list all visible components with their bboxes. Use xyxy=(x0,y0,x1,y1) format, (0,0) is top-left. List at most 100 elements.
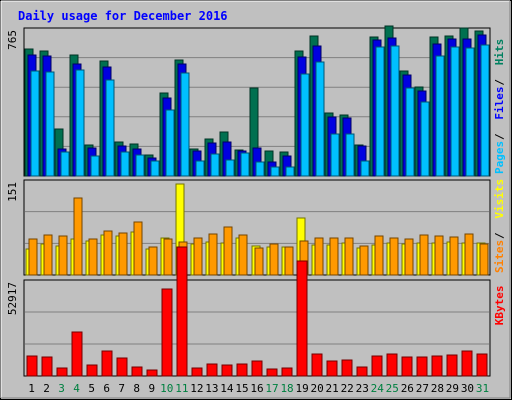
x-tick-label-day-27: 27 xyxy=(416,382,429,395)
panel-2-legend-item: / xyxy=(493,232,506,239)
bar-pages-day-23 xyxy=(360,160,370,177)
bar-pages-day-20 xyxy=(315,61,325,177)
x-tick-label-day-23: 23 xyxy=(356,382,369,395)
bar-pages-day-19 xyxy=(300,73,310,177)
x-tick-label-day-28: 28 xyxy=(431,382,444,395)
panel-1-legend-item: / xyxy=(493,79,506,86)
bar-sites-day-24 xyxy=(374,235,384,276)
bar-sites-day-30 xyxy=(464,233,474,276)
bar-kbytes-day-26 xyxy=(401,356,413,377)
x-tick-label-day-21: 21 xyxy=(326,382,339,395)
x-tick-label-day-17: 17 xyxy=(265,382,278,395)
panel-2-legend-item: Sites xyxy=(493,240,506,273)
bar-kbytes-day-14 xyxy=(221,364,233,377)
bar-kbytes-day-6 xyxy=(101,350,113,377)
bar-sites-day-17 xyxy=(269,243,279,276)
bar-pages-day-12 xyxy=(195,160,205,177)
bar-pages-day-27 xyxy=(420,101,430,177)
bar-sites-day-8 xyxy=(133,221,143,276)
bar-sites-day-22 xyxy=(344,237,354,276)
bar-sites-day-31 xyxy=(479,243,489,276)
bar-sites-day-3 xyxy=(58,235,68,276)
bar-sites-day-18 xyxy=(284,246,294,276)
x-tick-label-day-8: 8 xyxy=(133,382,140,395)
bar-pages-day-17 xyxy=(270,166,280,177)
bar-sites-day-23 xyxy=(359,245,369,276)
bar-pages-day-11 xyxy=(180,72,190,177)
panel-1-legend-item: Hits xyxy=(493,39,506,66)
bar-pages-day-13 xyxy=(210,153,220,177)
bar-sites-day-1 xyxy=(28,238,38,276)
x-tick-label-day-25: 25 xyxy=(386,382,399,395)
bar-pages-day-1 xyxy=(30,70,40,177)
bar-pages-day-31 xyxy=(480,44,490,177)
bar-kbytes-day-21 xyxy=(326,360,338,377)
bar-sites-day-5 xyxy=(88,238,98,276)
bar-sites-day-13 xyxy=(208,233,218,276)
x-tick-label-day-13: 13 xyxy=(205,382,218,395)
bar-pages-day-3 xyxy=(60,151,70,177)
panel-2-legend-item: Visits xyxy=(493,179,506,219)
bar-kbytes-day-18 xyxy=(281,367,293,377)
bar-sites-day-15 xyxy=(238,234,248,276)
x-tick-label-day-31: 31 xyxy=(476,382,489,395)
bar-pages-day-21 xyxy=(330,133,340,177)
bar-kbytes-day-3 xyxy=(56,367,68,377)
x-tick-label-day-1: 1 xyxy=(28,382,35,395)
bar-kbytes-day-10 xyxy=(161,288,173,377)
plot-layer: 765 Pages / Files / Hits 151 Sites / Visits… xyxy=(6,25,506,395)
chart-title: Daily usage for December 2016 xyxy=(18,9,228,23)
bar-sites-day-16 xyxy=(254,247,264,276)
panel-1-legend-item: Pages xyxy=(493,141,506,174)
bar-kbytes-day-4 xyxy=(71,331,83,377)
bar-pages-day-15 xyxy=(240,152,250,177)
bar-sites-day-21 xyxy=(329,237,339,276)
bar-kbytes-day-8 xyxy=(131,366,143,377)
bar-kbytes-day-11 xyxy=(176,246,188,377)
bar-sites-day-26 xyxy=(404,238,414,276)
x-tick-label-day-26: 26 xyxy=(401,382,414,395)
bar-pages-day-5 xyxy=(90,155,100,177)
bar-pages-day-7 xyxy=(120,151,130,177)
x-tick-label-day-11: 11 xyxy=(175,382,188,395)
panel-1-scale-label: 765 xyxy=(6,30,19,50)
x-tick-label-day-24: 24 xyxy=(371,382,385,395)
bar-sites-day-4 xyxy=(73,197,83,276)
panel-2-scale-label: 151 xyxy=(6,182,19,202)
x-tick-label-day-16: 16 xyxy=(250,382,263,395)
bar-pages-day-6 xyxy=(105,79,115,177)
bar-sites-day-20 xyxy=(314,237,324,276)
bar-kbytes-day-1 xyxy=(26,355,38,377)
bar-pages-day-30 xyxy=(465,47,475,177)
x-tick-label-day-18: 18 xyxy=(280,382,293,395)
bar-pages-day-16 xyxy=(255,161,265,177)
bar-sites-day-29 xyxy=(449,236,459,276)
x-tick-label-day-29: 29 xyxy=(446,382,459,395)
bar-kbytes-day-25 xyxy=(386,353,398,377)
x-tick-label-day-7: 7 xyxy=(118,382,125,395)
x-tick-label-day-4: 4 xyxy=(73,382,80,395)
bar-sites-day-28 xyxy=(434,235,444,276)
bar-sites-day-6 xyxy=(103,230,113,276)
bar-pages-day-28 xyxy=(435,55,445,177)
x-tick-label-day-9: 9 xyxy=(148,382,155,395)
bar-kbytes-day-20 xyxy=(311,353,323,377)
bar-kbytes-day-9 xyxy=(146,369,158,377)
bar-sites-day-12 xyxy=(193,237,203,276)
bar-kbytes-day-28 xyxy=(431,355,443,377)
panel-1-legend-item: / xyxy=(493,133,506,140)
bar-kbytes-day-22 xyxy=(341,359,353,377)
bar-kbytes-day-17 xyxy=(266,368,278,377)
x-tick-label-day-14: 14 xyxy=(220,382,234,395)
bar-kbytes-day-7 xyxy=(116,357,128,377)
bar-kbytes-day-5 xyxy=(86,364,98,377)
bar-kbytes-day-15 xyxy=(236,363,248,377)
bar-sites-day-10 xyxy=(163,238,173,276)
bar-pages-day-29 xyxy=(450,46,460,177)
bar-sites-day-14 xyxy=(223,226,233,276)
panel-1-legend-item: Files xyxy=(493,86,506,119)
bar-sites-day-7 xyxy=(118,232,128,276)
bar-pages-day-9 xyxy=(150,160,160,177)
bar-kbytes-day-23 xyxy=(356,366,368,377)
